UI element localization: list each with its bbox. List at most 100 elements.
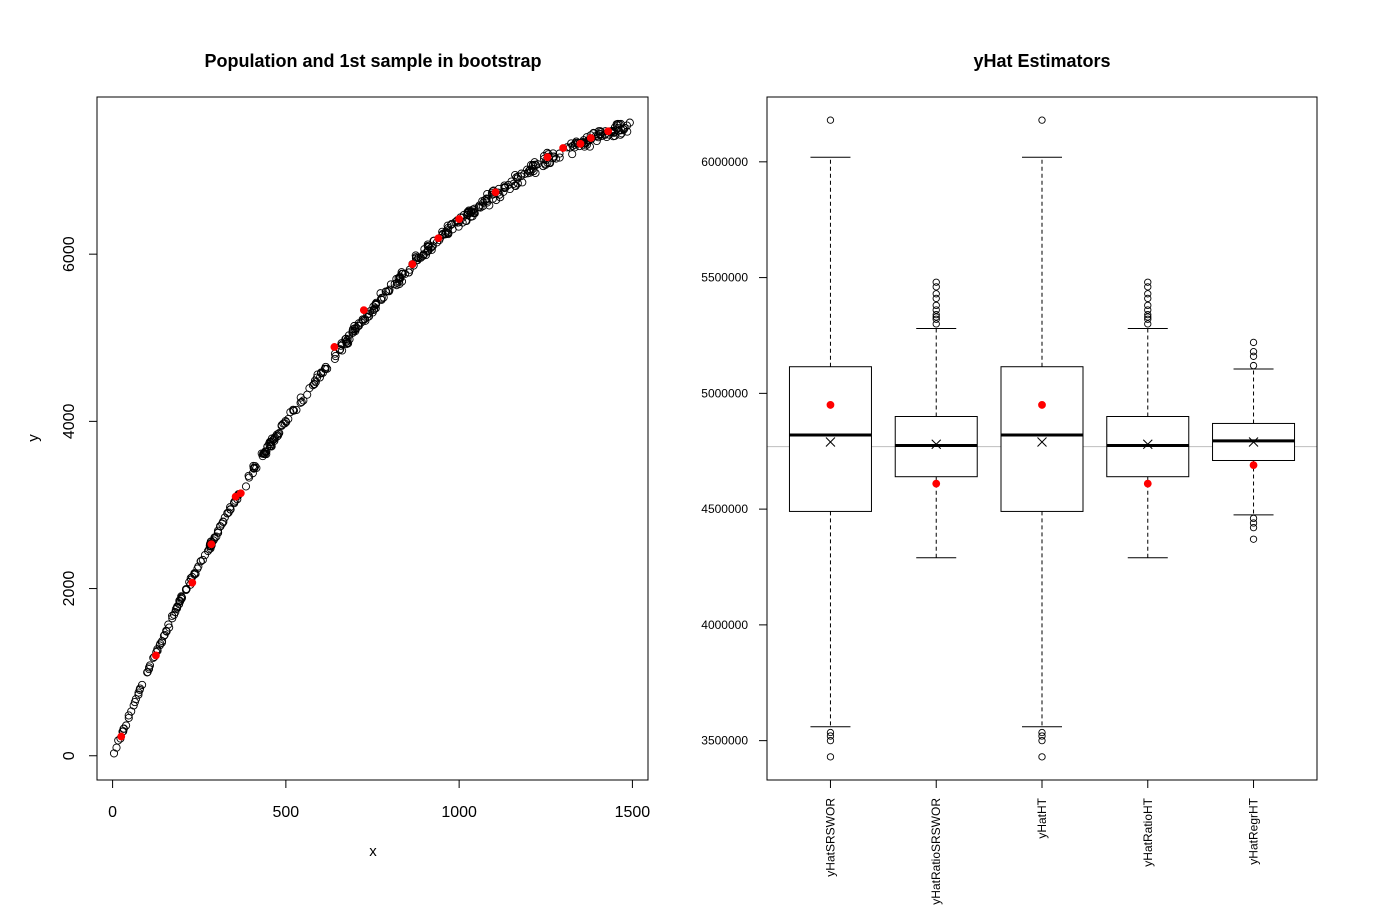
outlier-point — [1144, 290, 1152, 298]
scatter-y-axis: 0 2000 4000 6000 — [61, 236, 98, 760]
population-point — [390, 279, 399, 289]
population-point — [292, 405, 301, 415]
population-point — [354, 321, 363, 330]
population-point — [348, 326, 357, 335]
population-point — [509, 179, 518, 188]
population-point — [398, 269, 407, 278]
outlier-point — [826, 732, 835, 740]
population-point — [488, 194, 497, 203]
outlier-point — [1038, 732, 1046, 740]
population-point — [466, 208, 475, 217]
population-point — [177, 594, 186, 604]
population-point — [462, 216, 471, 226]
scatter-x-tick-label: 500 — [273, 804, 300, 821]
population-point — [342, 339, 351, 349]
population-point — [182, 585, 191, 594]
outlier-point — [932, 313, 940, 321]
population-point — [549, 149, 558, 158]
box-yHatHT — [1000, 116, 1084, 761]
outlier-point — [1249, 523, 1258, 532]
scatter-x-label: x — [369, 843, 377, 860]
outlier-point — [1144, 283, 1152, 291]
sample-point — [207, 540, 216, 549]
population-point — [280, 419, 289, 428]
outlier-point — [1144, 315, 1152, 323]
population-point — [213, 528, 222, 537]
outlier-point — [826, 753, 835, 761]
sample-point — [559, 144, 567, 152]
sample-point — [117, 732, 126, 741]
sample-point — [455, 215, 464, 223]
population-point — [501, 183, 510, 192]
population-point — [541, 160, 550, 169]
population-point — [520, 169, 529, 179]
population-point — [260, 449, 269, 458]
outlier-point — [1038, 728, 1046, 737]
population-point — [251, 462, 260, 471]
box-yHatRatioHT — [1106, 278, 1190, 559]
outlier-point — [1249, 535, 1258, 543]
outlier-point — [1038, 753, 1046, 761]
population-point — [273, 431, 283, 440]
boxplot-title: yHat Estimators — [973, 51, 1110, 71]
population-point — [372, 298, 381, 307]
population-point — [109, 749, 119, 758]
population-point — [594, 131, 603, 140]
red-point — [1249, 461, 1258, 470]
population-point — [198, 555, 207, 564]
population-point — [144, 665, 154, 674]
box-yHatRegrHT — [1212, 338, 1296, 543]
population-point — [200, 551, 210, 560]
population-point — [342, 337, 351, 346]
population-point — [257, 449, 266, 458]
boxplot-y-tick-label: 4500000 — [701, 502, 748, 516]
population-point — [168, 614, 177, 623]
outlier-point — [1249, 348, 1258, 356]
population-point — [119, 724, 128, 733]
boxplot-boxes — [788, 116, 1296, 761]
boxplot-panel: yHat Estimators 3500000 4000000 4500000 500… — [701, 51, 1318, 905]
population-point — [443, 228, 452, 237]
red-point — [1143, 479, 1152, 488]
population-point — [528, 164, 537, 173]
outlier-point — [932, 290, 940, 298]
population-point — [313, 370, 322, 379]
population-point — [127, 707, 136, 716]
scatter-x-axis: 0 500 1000 1500 — [108, 779, 650, 821]
population-point — [444, 223, 453, 232]
population-point — [414, 254, 423, 263]
population-point — [555, 153, 564, 162]
population-point — [162, 627, 171, 636]
outlier-point — [1144, 306, 1152, 314]
population-point — [263, 442, 272, 451]
outlier-point — [1144, 294, 1152, 303]
boxplot-y-tick-label: 3500000 — [701, 734, 748, 748]
sample-point — [576, 139, 585, 148]
population-point — [500, 183, 509, 193]
sample-point — [408, 260, 417, 269]
population-point — [130, 698, 139, 707]
population-point — [609, 132, 618, 141]
sample-point — [491, 188, 500, 197]
scatter-x-tick-label: 1000 — [441, 804, 477, 821]
population-point — [156, 639, 165, 648]
population-point — [124, 711, 133, 720]
population-point — [323, 364, 332, 373]
boxplot-x-tick-label: yHatRatioHT — [1141, 797, 1155, 866]
boxplot-y-tick-label: 4000000 — [701, 618, 748, 632]
boxplot-x-tick-label: yHatHT — [1035, 797, 1049, 838]
scatter-plot-frame — [96, 96, 649, 781]
population-point — [528, 161, 537, 170]
outlier-point — [932, 278, 940, 286]
population-point — [423, 240, 432, 249]
boxplot-y-tick-label: 5500000 — [701, 271, 748, 285]
sample-point — [359, 306, 368, 315]
population-point — [401, 269, 410, 278]
population-point — [392, 278, 402, 287]
sample-point — [236, 489, 245, 498]
outlier-point — [932, 310, 940, 319]
population-point — [474, 203, 483, 212]
population-point — [289, 405, 298, 414]
boxplot-y-tick-label: 6000000 — [701, 155, 748, 169]
outlier-point — [1144, 278, 1152, 286]
